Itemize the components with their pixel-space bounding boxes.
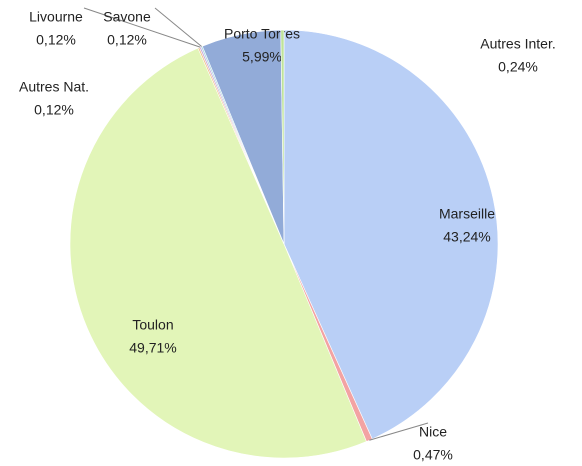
slice-value-label: 43,24%	[443, 229, 490, 245]
pie-slice	[69, 47, 367, 459]
slice-label: Nice	[419, 424, 447, 440]
pie-slice	[280, 29, 285, 245]
slice-label: Porto Torres	[224, 26, 300, 42]
slice-label: Autres Inter.	[480, 36, 555, 52]
slice-value-label: 5,99%	[242, 49, 282, 65]
slice-value-label: 0,24%	[498, 59, 538, 75]
slice-label: Marseille	[439, 206, 495, 222]
slice-value-label: 49,71%	[129, 340, 176, 356]
pie-slice	[283, 29, 499, 440]
slice-value-label: 0,47%	[413, 447, 453, 463]
slice-label: Livourne	[29, 9, 83, 25]
leader-line	[83, 7, 201, 48]
slice-value-label: 0,12%	[107, 32, 147, 48]
slice-label: Savone	[103, 9, 151, 25]
leader-line	[369, 422, 429, 441]
leader-line	[154, 7, 202, 47]
slice-label: Toulon	[132, 317, 173, 333]
slice-label: Autres Nat.	[19, 79, 89, 95]
slice-value-label: 0,12%	[36, 32, 76, 48]
slice-value-label: 0,12%	[34, 102, 74, 118]
